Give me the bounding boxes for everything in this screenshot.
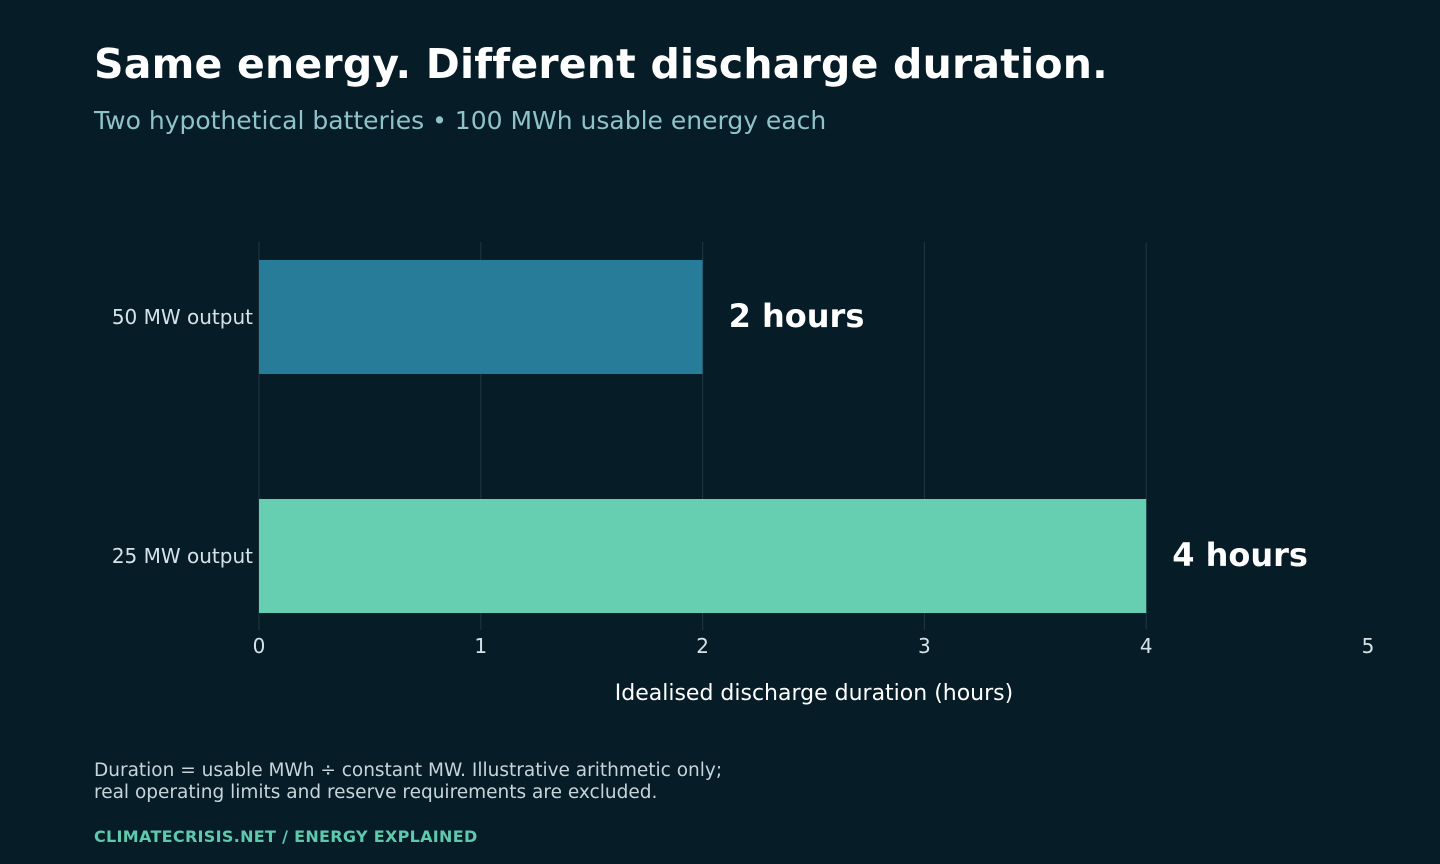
chart-title: Same energy. Different discharge duratio… xyxy=(94,40,1108,88)
x-tick-label: 1 xyxy=(474,634,487,658)
x-tick-label: 4 xyxy=(1140,634,1153,658)
x-tick-label: 5 xyxy=(1362,634,1375,658)
bar xyxy=(259,499,1147,613)
brand-credit: CLIMATECRISIS.NET / ENERGY EXPLAINED xyxy=(94,827,478,846)
x-tick-label: 0 xyxy=(253,634,266,658)
category-label: 50 MW output xyxy=(112,305,253,329)
x-tick-label: 3 xyxy=(918,634,931,658)
bar xyxy=(259,260,703,374)
bar-value-label: 4 hours xyxy=(1172,536,1308,574)
bar-value-label: 2 hours xyxy=(729,297,865,335)
category-labels: 50 MW output 25 MW output xyxy=(112,305,253,568)
footnote: Duration = usable MWh ÷ constant MW. Ill… xyxy=(94,760,722,804)
bars xyxy=(259,260,1147,613)
x-axis-label: Idealised discharge duration (hours) xyxy=(615,681,1013,706)
x-tick-label: 2 xyxy=(696,634,709,658)
footnote-line: real operating limits and reserve requir… xyxy=(94,782,658,803)
x-axis-ticks: 0 1 2 3 4 5 xyxy=(253,634,1375,658)
category-label: 25 MW output xyxy=(112,544,253,568)
value-labels: 2 hours 4 hours xyxy=(729,297,1308,574)
footnote-line: Duration = usable MWh ÷ constant MW. Ill… xyxy=(94,760,723,781)
chart-subtitle: Two hypothetical batteries • 100 MWh usa… xyxy=(94,106,827,135)
